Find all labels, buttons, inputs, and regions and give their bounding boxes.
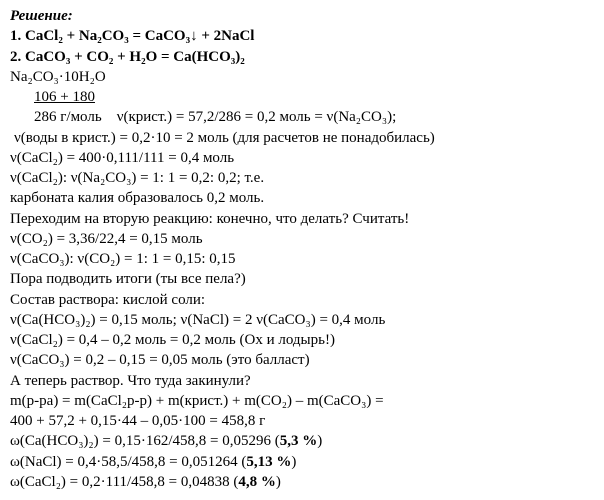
line-18: А теперь раствор. Что туда закинули? — [10, 371, 594, 391]
line-21a: ω(Ca(HCO₃)₂) = 0,15·162/458,8 = 0,05296 … — [10, 433, 280, 449]
line-10: Переходим на вторую реакцию: конечно, чт… — [10, 209, 594, 229]
line-8: ν(CaCl₂): ν(Na₂CO₃) = 1: 1 = 0,2: 0,2; т… — [10, 168, 594, 188]
line-19: m(р-ра) = m(CaCl₂р-р) + m(крист.) + m(CO… — [10, 391, 594, 411]
line-23: ω(CaCl₂) = 0,2·111/458,8 = 0,04838 (4,8 … — [10, 472, 594, 492]
eq2-num: 2. — [10, 49, 21, 65]
line-7: ν(CaCl₂) = 400·0,111/111 = 0,4 моль — [10, 148, 594, 168]
line-13: Пора подводить итоги (ты все пела?) — [10, 269, 594, 289]
title: Решение: — [10, 6, 594, 26]
line-21b: 5,3 % — [280, 433, 318, 449]
equation-1: 1. CaCl₂ + Na₂CO₃ = CaCO₃↓ + 2NaCl — [10, 26, 594, 46]
line-21c: ) — [317, 433, 322, 449]
line-9: карбоната калия образовалось 0,2 моль. — [10, 188, 594, 208]
line-22b: 5,13 % — [246, 454, 291, 470]
line-5: 286 г/моль ν(крист.) = 57,2/286 = 0,2 мо… — [34, 107, 594, 127]
line-15: ν(Ca(HCO₃)₂) = 0,15 моль; ν(NaCl) = 2 ν(… — [10, 310, 594, 330]
line-21: ω(Ca(HCO₃)₂) = 0,15·162/458,8 = 0,05296 … — [10, 431, 594, 451]
line-17: ν(CaCO₃) = 0,2 – 0,15 = 0,05 моль (это б… — [10, 350, 594, 370]
line-23b: 4,8 % — [238, 474, 276, 490]
line-22c: ) — [291, 454, 296, 470]
line-22: ω(NaCl) = 0,4·58,5/458,8 = 0,051264 (5,1… — [10, 452, 594, 472]
line-11: ν(CO₂) = 3,36/22,4 = 0,15 моль — [10, 229, 594, 249]
line-5b: ν(крист.) = 57,2/286 = 0,2 моль = ν(Na₂C… — [117, 109, 397, 125]
line-6: ν(воды в крист.) = 0,2·10 = 2 моль (для … — [14, 128, 594, 148]
line-14: Состав раствора: кислой соли: — [10, 290, 594, 310]
solution-page: Решение: 1. CaCl₂ + Na₂CO₃ = CaCO₃↓ + 2N… — [0, 0, 604, 498]
equation-2: 2. CaCO₃ + CO₂ + H₂O = Ca(HCO₃)₂ — [10, 47, 594, 67]
line-23c: ) — [276, 474, 281, 490]
line-23a: ω(CaCl₂) = 0,2·111/458,8 = 0,04838 ( — [10, 474, 238, 490]
line-4: 106 + 180 — [34, 87, 594, 107]
line-12: ν(CaCO₃): ν(CO₂) = 1: 1 = 0,15: 0,15 — [10, 249, 594, 269]
line-5a: 286 г/моль — [34, 109, 102, 125]
eq1-text: CaCl₂ + Na₂CO₃ = CaCO₃↓ + 2NaCl — [25, 28, 254, 44]
eq2-text: CaCO₃ + CO₂ + H₂O = Ca(HCO₃)₂ — [25, 49, 245, 65]
eq1-num: 1. — [10, 28, 21, 44]
line-22a: ω(NaCl) = 0,4·58,5/458,8 = 0,051264 ( — [10, 454, 246, 470]
line-20: 400 + 57,2 + 0,15·44 – 0,05·100 = 458,8 … — [10, 411, 594, 431]
line-3: Na₂CO₃·10H₂O — [10, 67, 594, 87]
line-16: ν(CaCl₂) = 0,4 – 0,2 моль = 0,2 моль (Ох… — [10, 330, 594, 350]
